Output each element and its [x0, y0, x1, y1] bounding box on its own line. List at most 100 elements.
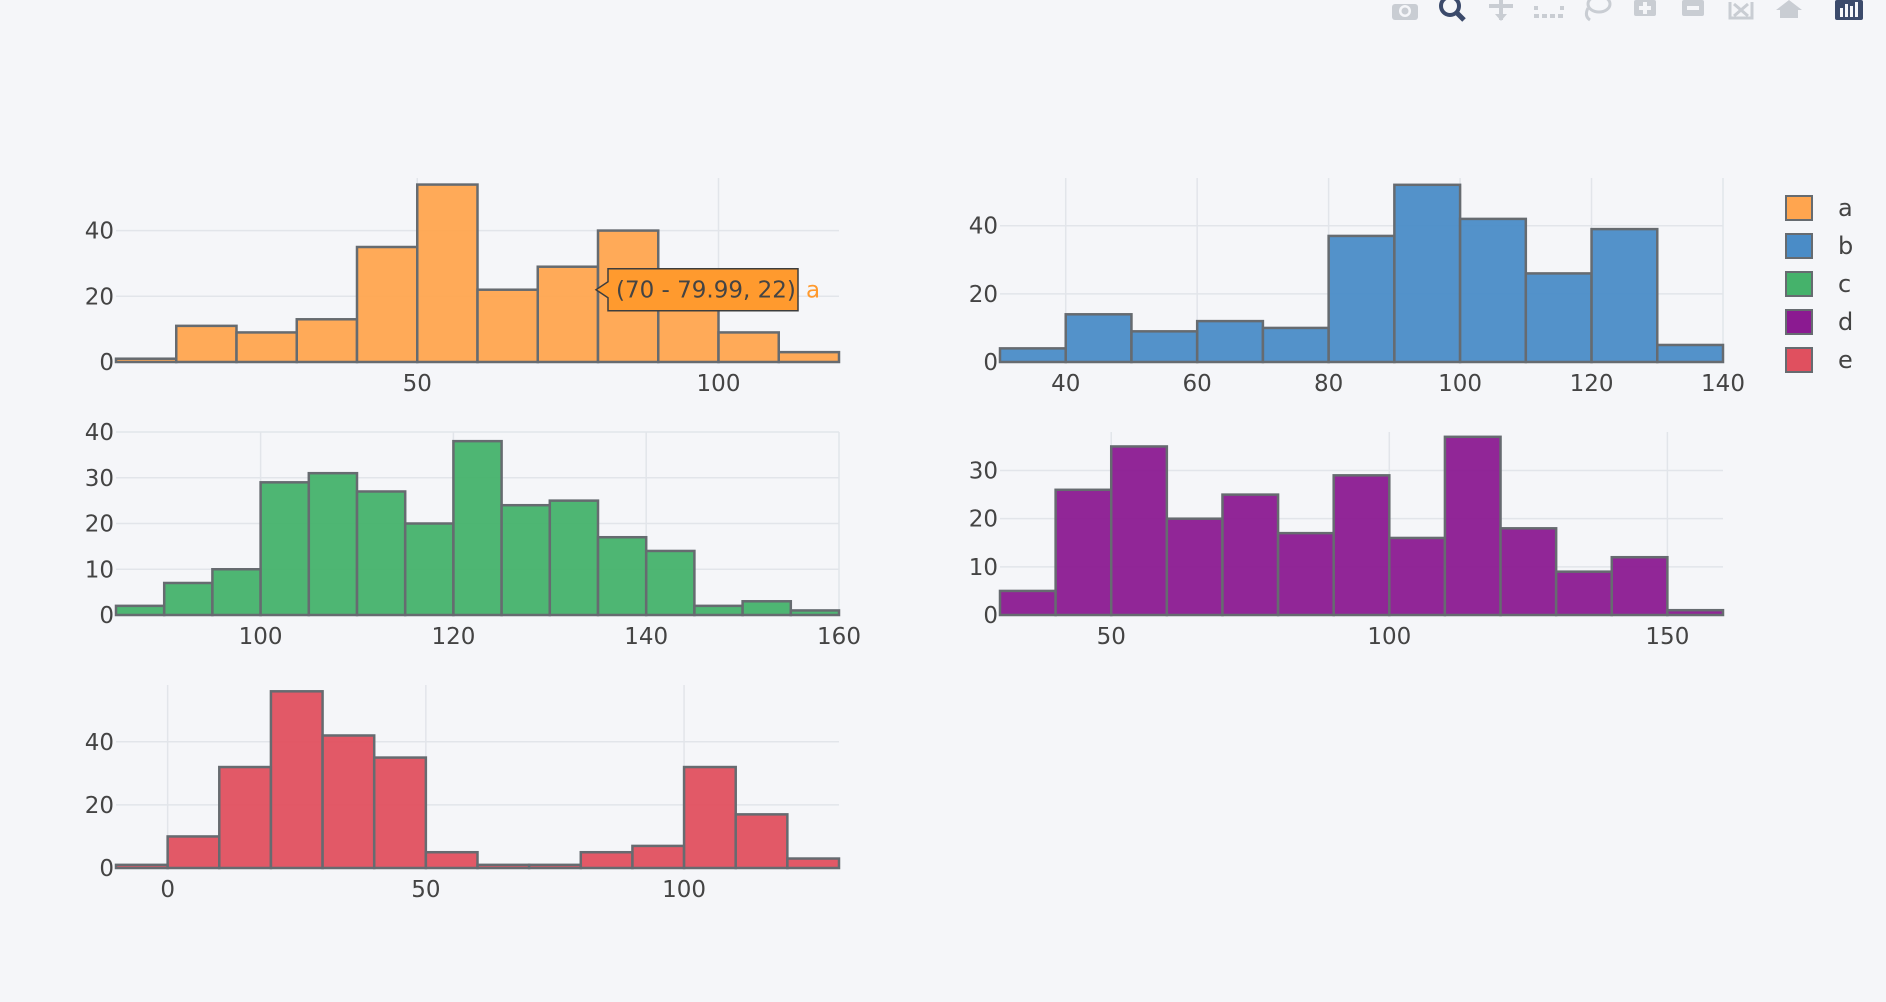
histogram-bar-d[interactable] — [1443, 435, 1502, 617]
histogram-bar-c[interactable] — [548, 499, 600, 617]
histogram-bar-c[interactable] — [162, 581, 214, 617]
histogram-bar-c[interactable] — [644, 549, 696, 617]
histogram-bar-d[interactable] — [1554, 570, 1614, 617]
histogram-bar-e[interactable] — [114, 863, 169, 870]
histogram-bar-c[interactable] — [452, 439, 503, 617]
legend-label: d — [1838, 308, 1853, 336]
plotly-logo-button[interactable] — [1832, 0, 1866, 22]
histogram-bar-b[interactable] — [1327, 234, 1396, 364]
histogram-bar-c[interactable] — [114, 604, 166, 617]
histogram-bar-d[interactable] — [998, 589, 1057, 617]
histogram-bar-e[interactable] — [269, 690, 324, 870]
legend-item-d[interactable]: d — [1785, 308, 1853, 336]
reset-axes-button[interactable] — [1772, 0, 1806, 22]
histogram-bar-e[interactable] — [527, 863, 583, 870]
legend-label: e — [1838, 346, 1853, 374]
histogram-bar-b[interactable] — [1195, 319, 1265, 364]
histogram-bar-c[interactable] — [596, 535, 648, 617]
histogram-bar-c[interactable] — [403, 522, 455, 617]
histogram-bar-b[interactable] — [1524, 272, 1593, 364]
x-tick-label: 50 — [411, 877, 440, 903]
histogram-bar-c[interactable] — [355, 490, 407, 617]
histogram-bar-b[interactable] — [1064, 313, 1133, 364]
histogram-bar-a[interactable] — [295, 318, 359, 364]
histogram-bar-e[interactable] — [682, 765, 737, 870]
y-tick-label: 30 — [969, 459, 998, 485]
histogram-bar-e[interactable] — [631, 844, 686, 870]
subplot-a: 50 100 0 20 40 — [85, 178, 841, 397]
autoscale-button[interactable] — [1724, 0, 1758, 22]
lasso-select-button[interactable] — [1580, 0, 1614, 22]
subplot-c: 100 120 140 160 0 10 20 30 40 — [85, 420, 861, 650]
histogram-bar-a[interactable] — [114, 357, 178, 364]
histogram-bar-a[interactable] — [235, 331, 298, 364]
histogram-bar-b[interactable] — [1590, 227, 1659, 364]
y-tick-label: 40 — [969, 214, 998, 240]
histogram-bar-d[interactable] — [1221, 493, 1280, 617]
histogram-bar-d[interactable] — [1332, 474, 1391, 617]
legend-item-b[interactable]: b — [1785, 232, 1853, 260]
histogram-bar-d[interactable] — [1499, 527, 1558, 617]
histogram-bar-a[interactable] — [175, 324, 238, 364]
autoscale-icon — [1728, 2, 1754, 20]
histogram-bar-e[interactable] — [166, 835, 221, 870]
histogram-bar-c[interactable] — [211, 568, 262, 617]
legend-swatch — [1785, 233, 1813, 259]
histogram-bar-b[interactable] — [1261, 326, 1330, 364]
y-tick-label: 0 — [983, 603, 998, 629]
legend-label: c — [1838, 270, 1851, 298]
pan-icon — [1489, 0, 1513, 21]
histogram-bar-d[interactable] — [1666, 608, 1725, 617]
histogram-bar-a[interactable] — [717, 331, 780, 364]
y-tick-label: 40 — [85, 730, 114, 756]
download-plot-button[interactable] — [1388, 0, 1422, 22]
histogram-bar-e[interactable] — [372, 756, 428, 870]
histogram-bar-e[interactable] — [734, 813, 789, 870]
histogram-bar-d[interactable] — [1165, 517, 1224, 617]
x-tick-label: 100 — [239, 624, 283, 650]
histogram-bar-d[interactable] — [1276, 531, 1335, 617]
x-tick-label: 60 — [1183, 371, 1212, 397]
histogram-bar-e[interactable] — [321, 734, 376, 870]
histogram-bar-a[interactable] — [416, 183, 479, 364]
histogram-bar-d[interactable] — [1109, 445, 1169, 617]
lasso-icon — [1584, 0, 1612, 22]
x-tick-label: 140 — [1701, 371, 1745, 397]
histogram-bar-c[interactable] — [307, 471, 359, 617]
histogram-bar-c[interactable] — [693, 604, 744, 617]
histogram-bar-e[interactable] — [579, 850, 634, 870]
y-tick-label: 20 — [85, 512, 114, 538]
histogram-bar-b[interactable] — [1656, 343, 1725, 364]
histogram-bar-b[interactable] — [998, 347, 1067, 364]
histogram-bar-d[interactable] — [1610, 555, 1669, 617]
histogram-bar-e[interactable] — [476, 863, 531, 870]
histogram-bar-b[interactable] — [1130, 330, 1199, 364]
legend-item-a[interactable]: a — [1785, 194, 1853, 222]
legend-item-e[interactable]: e — [1785, 346, 1853, 374]
y-tick-label: 20 — [85, 793, 114, 819]
histogram-bar-c[interactable] — [500, 503, 552, 617]
pan-button[interactable] — [1484, 0, 1518, 22]
box-select-button[interactable] — [1532, 0, 1566, 22]
histogram-bar-c[interactable] — [259, 481, 311, 617]
histogram-bar-b[interactable] — [1393, 183, 1462, 364]
histogram-bar-e[interactable] — [424, 850, 479, 870]
zoom-in-button[interactable] — [1628, 0, 1662, 22]
histogram-bar-e[interactable] — [786, 857, 841, 870]
histogram-bar-d[interactable] — [1388, 536, 1447, 617]
histogram-bar-b[interactable] — [1458, 217, 1528, 364]
histogram-bar-a[interactable] — [536, 265, 600, 364]
legend-item-c[interactable]: c — [1785, 270, 1851, 298]
zoom-out-button[interactable] — [1676, 0, 1710, 22]
histogram-bar-d[interactable] — [1054, 488, 1113, 617]
histogram-bar-a[interactable] — [355, 245, 419, 364]
zoom-button[interactable] — [1436, 0, 1470, 22]
histogram-bar-c[interactable] — [789, 609, 841, 617]
histogram-bar-c[interactable] — [741, 600, 793, 617]
histogram-bar-a[interactable] — [476, 288, 539, 364]
histogram-bar-e[interactable] — [218, 765, 273, 870]
histogram-bar-a[interactable] — [777, 350, 841, 364]
hover-tooltip: (70 - 79.99, 22) a — [594, 267, 820, 312]
x-tick-label: 100 — [1367, 624, 1411, 650]
